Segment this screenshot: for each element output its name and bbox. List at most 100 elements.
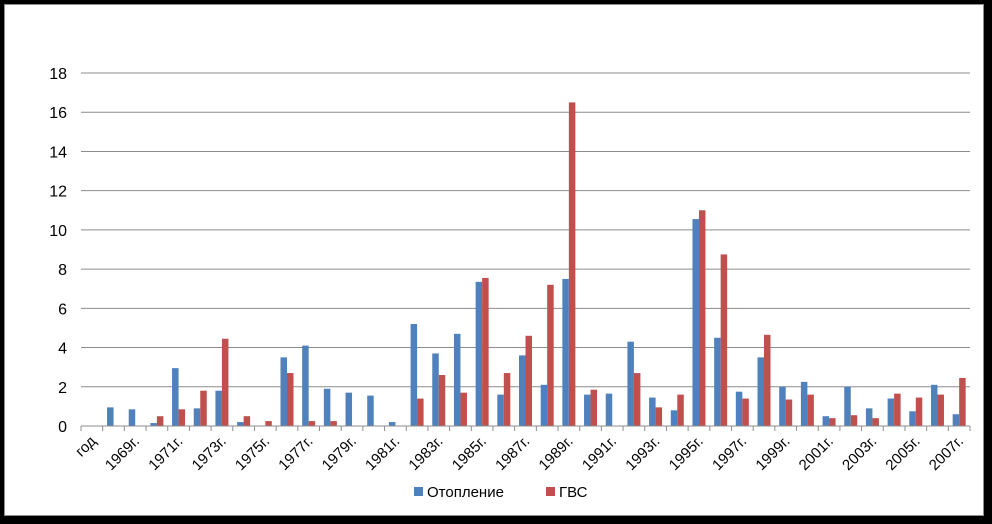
y-tick-label: 4	[58, 341, 67, 358]
y-tick-label: 18	[49, 66, 67, 83]
bar-heating	[475, 281, 483, 426]
bar-hot-water	[807, 394, 814, 426]
bar-hot-water	[525, 335, 532, 426]
x-tick-label: 1999г.	[752, 433, 793, 474]
x-tick-label: 1977г.	[275, 433, 316, 474]
bar-heating	[237, 422, 244, 426]
y-axis-ticks: 0 2 4 6 8 10 12 14 16 18	[49, 66, 67, 436]
x-tick-label: 2001г.	[796, 433, 837, 474]
bar-heating	[714, 337, 721, 426]
bar-hot-water	[850, 415, 858, 426]
bar-hot-water	[265, 421, 272, 426]
bar-hot-water	[633, 373, 641, 426]
x-tick-label: 2003г.	[839, 433, 880, 474]
bar-hot-water	[460, 392, 467, 426]
x-tick-label: 1981г.	[362, 433, 403, 474]
y-tick-label: 0	[58, 419, 67, 436]
bar-heating	[519, 355, 526, 426]
bar-hot-water	[221, 338, 229, 426]
x-tick-label: 1991г.	[579, 433, 620, 474]
bar-hot-water	[677, 394, 684, 426]
bar-hot-water	[915, 397, 923, 426]
y-tick-label: 10	[49, 223, 67, 240]
gridlines	[81, 72, 970, 388]
bar-hot-water	[764, 334, 771, 426]
bar-heating	[562, 278, 569, 426]
x-tick-label: 2005г.	[882, 433, 923, 474]
bars	[107, 102, 966, 427]
bar-heating	[497, 394, 504, 426]
y-tick-label: 16	[49, 105, 67, 122]
bar-heating	[193, 408, 201, 426]
bar-hot-water	[438, 375, 446, 426]
bar-heating	[909, 411, 916, 426]
bar-hot-water	[547, 284, 554, 426]
bar-heating	[150, 423, 157, 426]
bar-heating	[540, 384, 548, 426]
x-tick-label: 1987г.	[492, 433, 533, 474]
bar-hot-water	[829, 418, 836, 426]
legend-swatch-heating	[414, 487, 423, 496]
bar-heating	[844, 386, 851, 426]
bar-hot-water	[308, 421, 316, 426]
bar-heating	[822, 416, 830, 426]
x-tick-label: 1989г.	[536, 433, 577, 474]
x-tick-label: 1995г.	[666, 433, 707, 474]
bar-heating	[952, 414, 960, 426]
bar-hot-water	[200, 390, 207, 426]
bar-heating	[107, 407, 114, 426]
bar-hot-water	[417, 398, 424, 426]
bar-heating	[757, 357, 765, 426]
legend-swatch-hot-water	[546, 487, 555, 496]
bar-hot-water	[503, 373, 511, 426]
y-tick-label: 6	[58, 301, 67, 318]
x-tick-label: 2007г.	[926, 433, 967, 474]
x-axis	[80, 425, 971, 431]
bar-heating	[670, 410, 678, 426]
y-tick-label: 14	[49, 144, 67, 161]
bar-heating	[345, 392, 353, 426]
bar-hot-water	[872, 418, 879, 426]
bar-heating	[887, 398, 895, 426]
bar-heating	[627, 341, 634, 426]
bar-heating	[215, 390, 222, 426]
bar-hot-water	[568, 102, 576, 427]
bar-heating	[692, 219, 699, 426]
bar-hot-water	[894, 393, 901, 426]
bar-hot-water	[590, 389, 598, 426]
bar-heating	[865, 408, 873, 426]
x-tick-label: 1979г.	[319, 433, 360, 474]
y-tick-label: 8	[58, 262, 67, 279]
x-tick-label: 1971г.	[145, 433, 186, 474]
bar-hot-water	[742, 398, 749, 426]
bar-heating	[128, 409, 136, 426]
bar-hot-water	[698, 210, 706, 426]
bar-hot-water	[243, 416, 251, 426]
bar-hot-water	[655, 407, 663, 426]
bar-heating	[172, 368, 179, 426]
bar-heating	[779, 386, 786, 426]
x-tick-label: 1993г.	[622, 433, 663, 474]
x-tick-label: 1985г.	[449, 433, 490, 474]
bar-heating	[649, 397, 656, 426]
bar-heating	[432, 353, 439, 426]
bar-heating	[302, 345, 309, 426]
x-tick-label: год	[72, 433, 100, 461]
bar-heating	[930, 384, 938, 426]
bar-hot-water	[785, 399, 793, 426]
legend-label-hot-water: ГВС	[559, 484, 588, 501]
bar-hot-water	[156, 416, 164, 426]
bar-heating	[735, 391, 743, 426]
bar-hot-water	[286, 373, 294, 426]
legend-label-heating: Отопление	[427, 484, 504, 501]
x-tick-label: 1997г.	[709, 433, 750, 474]
bar-heating	[410, 324, 418, 426]
bar-heating	[280, 357, 287, 426]
bar-hot-water	[330, 421, 337, 426]
bar-heating	[388, 422, 396, 426]
bar-heating	[800, 381, 808, 426]
bar-hot-water	[937, 394, 944, 426]
bar-hot-water	[178, 409, 186, 426]
x-tick-label: 1975г.	[232, 433, 273, 474]
